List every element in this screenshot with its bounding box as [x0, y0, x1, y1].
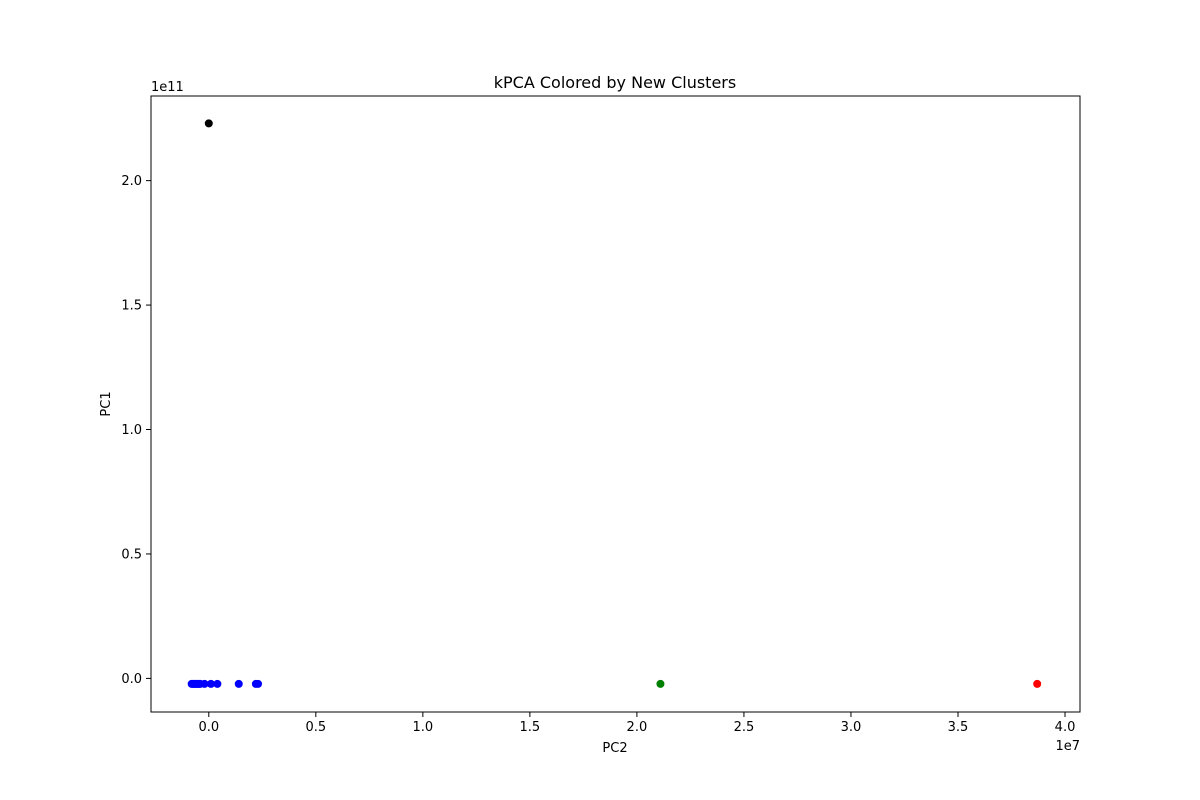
scatter-point: [213, 679, 222, 688]
scatter-point: [204, 119, 213, 128]
x-tick-label: 0.5: [305, 720, 326, 735]
y-axis-offset-label: 1e11: [151, 80, 184, 95]
x-tick-label: 2.5: [734, 720, 755, 735]
scatter-point: [200, 679, 209, 688]
x-tick-label: 0.0: [198, 720, 219, 735]
plot-frame: [150, 95, 1081, 713]
x-tick-label: 3.5: [948, 720, 969, 735]
chart-title: kPCA Colored by New Clusters: [494, 73, 736, 92]
x-axis-offset-label: 1e7: [1055, 739, 1080, 754]
scatter-point: [1033, 679, 1042, 688]
scatter-point: [656, 679, 665, 688]
y-tick-label: 0.5: [121, 547, 142, 562]
x-tick-label: 1.5: [520, 720, 541, 735]
x-tick-label: 1.0: [413, 720, 434, 735]
x-axis: 0.0 0.5 1.0 1.5 2.0 2.5 3.0 3.5 4.0: [198, 712, 1075, 735]
y-axis: 0.0 0.5 1.0 1.5 2.0: [121, 174, 151, 687]
x-tick-label: 4.0: [1055, 720, 1076, 735]
scatter-point: [206, 679, 215, 688]
x-tick-label: 2.0: [627, 720, 648, 735]
x-axis-label: PC2: [602, 741, 627, 756]
y-axis-label: PC1: [99, 391, 114, 416]
y-tick-label: 2.0: [121, 174, 142, 189]
plot-area: [187, 119, 1042, 688]
scatter-point: [234, 679, 243, 688]
x-tick-label: 3.0: [841, 720, 862, 735]
y-tick-label: 1.5: [121, 299, 142, 314]
scatter-point: [254, 679, 263, 688]
y-tick-label: 1.0: [121, 423, 142, 438]
y-tick-label: 0.0: [121, 672, 142, 687]
